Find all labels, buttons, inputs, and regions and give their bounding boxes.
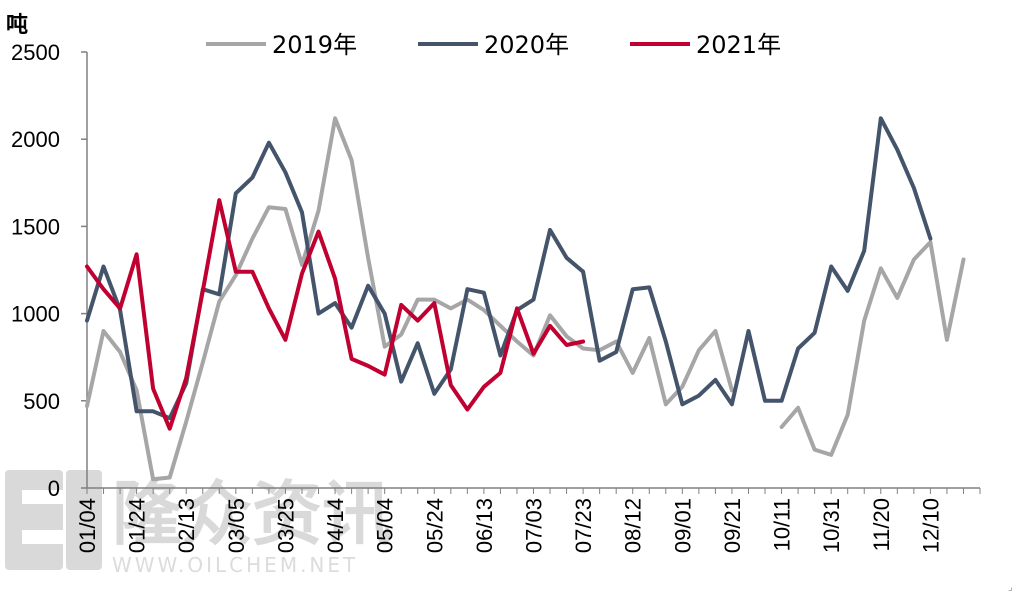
corner-mark: ⌟ (1008, 582, 1013, 593)
y-axis: 0 500 1000 1500 2000 2500 (11, 40, 87, 501)
x-tick-label: 12/10 (918, 498, 943, 553)
legend-label: 2020年 (484, 31, 569, 59)
x-tick-label: 11/20 (869, 498, 894, 551)
x-tick-label: 01/24 (125, 498, 150, 553)
series (85, 116, 966, 482)
y-tick-label: 0 (48, 476, 60, 501)
x-axis: 01/04 01/24 02/13 03/05 03/25 04/14 05/04 05/24… (75, 488, 981, 553)
series-line-2021年 (85, 198, 586, 431)
x-tick-label: 02/13 (174, 498, 199, 553)
x-tick-label: 03/05 (224, 498, 249, 553)
y-tick-label: 500 (23, 389, 60, 414)
y-axis-unit-label: 吨 (6, 13, 28, 38)
legend-label: 2019年 (272, 31, 357, 59)
watermark-logo-icon (5, 470, 102, 570)
x-tick-label: 09/01 (670, 498, 695, 553)
watermark: 隆众资讯 WWW.OILCHEM.NET (5, 470, 392, 577)
x-tick-label: 01/04 (75, 498, 100, 553)
series-line-2020年 (85, 116, 933, 421)
watermark-url: WWW.OILCHEM.NET (112, 553, 358, 577)
legend: 2019年 2020年 2021年 (206, 31, 781, 59)
legend-label: 2021年 (696, 31, 781, 59)
x-tick-label: 09/21 (720, 498, 745, 553)
y-tick-label: 2000 (11, 127, 60, 152)
x-tick-label: 10/31 (819, 498, 844, 553)
x-tick-label: 05/04 (373, 498, 398, 553)
y-tick-label: 2500 (11, 40, 60, 65)
x-tick-label: 05/24 (422, 498, 447, 553)
x-tick-label: 06/13 (472, 498, 497, 553)
x-tick-label: 04/14 (323, 498, 348, 553)
series-line-2019年 (85, 116, 966, 482)
x-tick-label: 07/23 (571, 498, 596, 553)
x-tick-label: 10/11 (770, 498, 795, 551)
watermark-brand: 隆众资讯 (112, 473, 392, 555)
x-tick-label: 08/12 (621, 498, 646, 553)
y-tick-label: 1500 (11, 214, 60, 239)
y-tick-label: 1000 (11, 302, 60, 327)
x-tick-label: 07/03 (522, 498, 547, 553)
x-tick-label: 03/25 (273, 498, 298, 553)
